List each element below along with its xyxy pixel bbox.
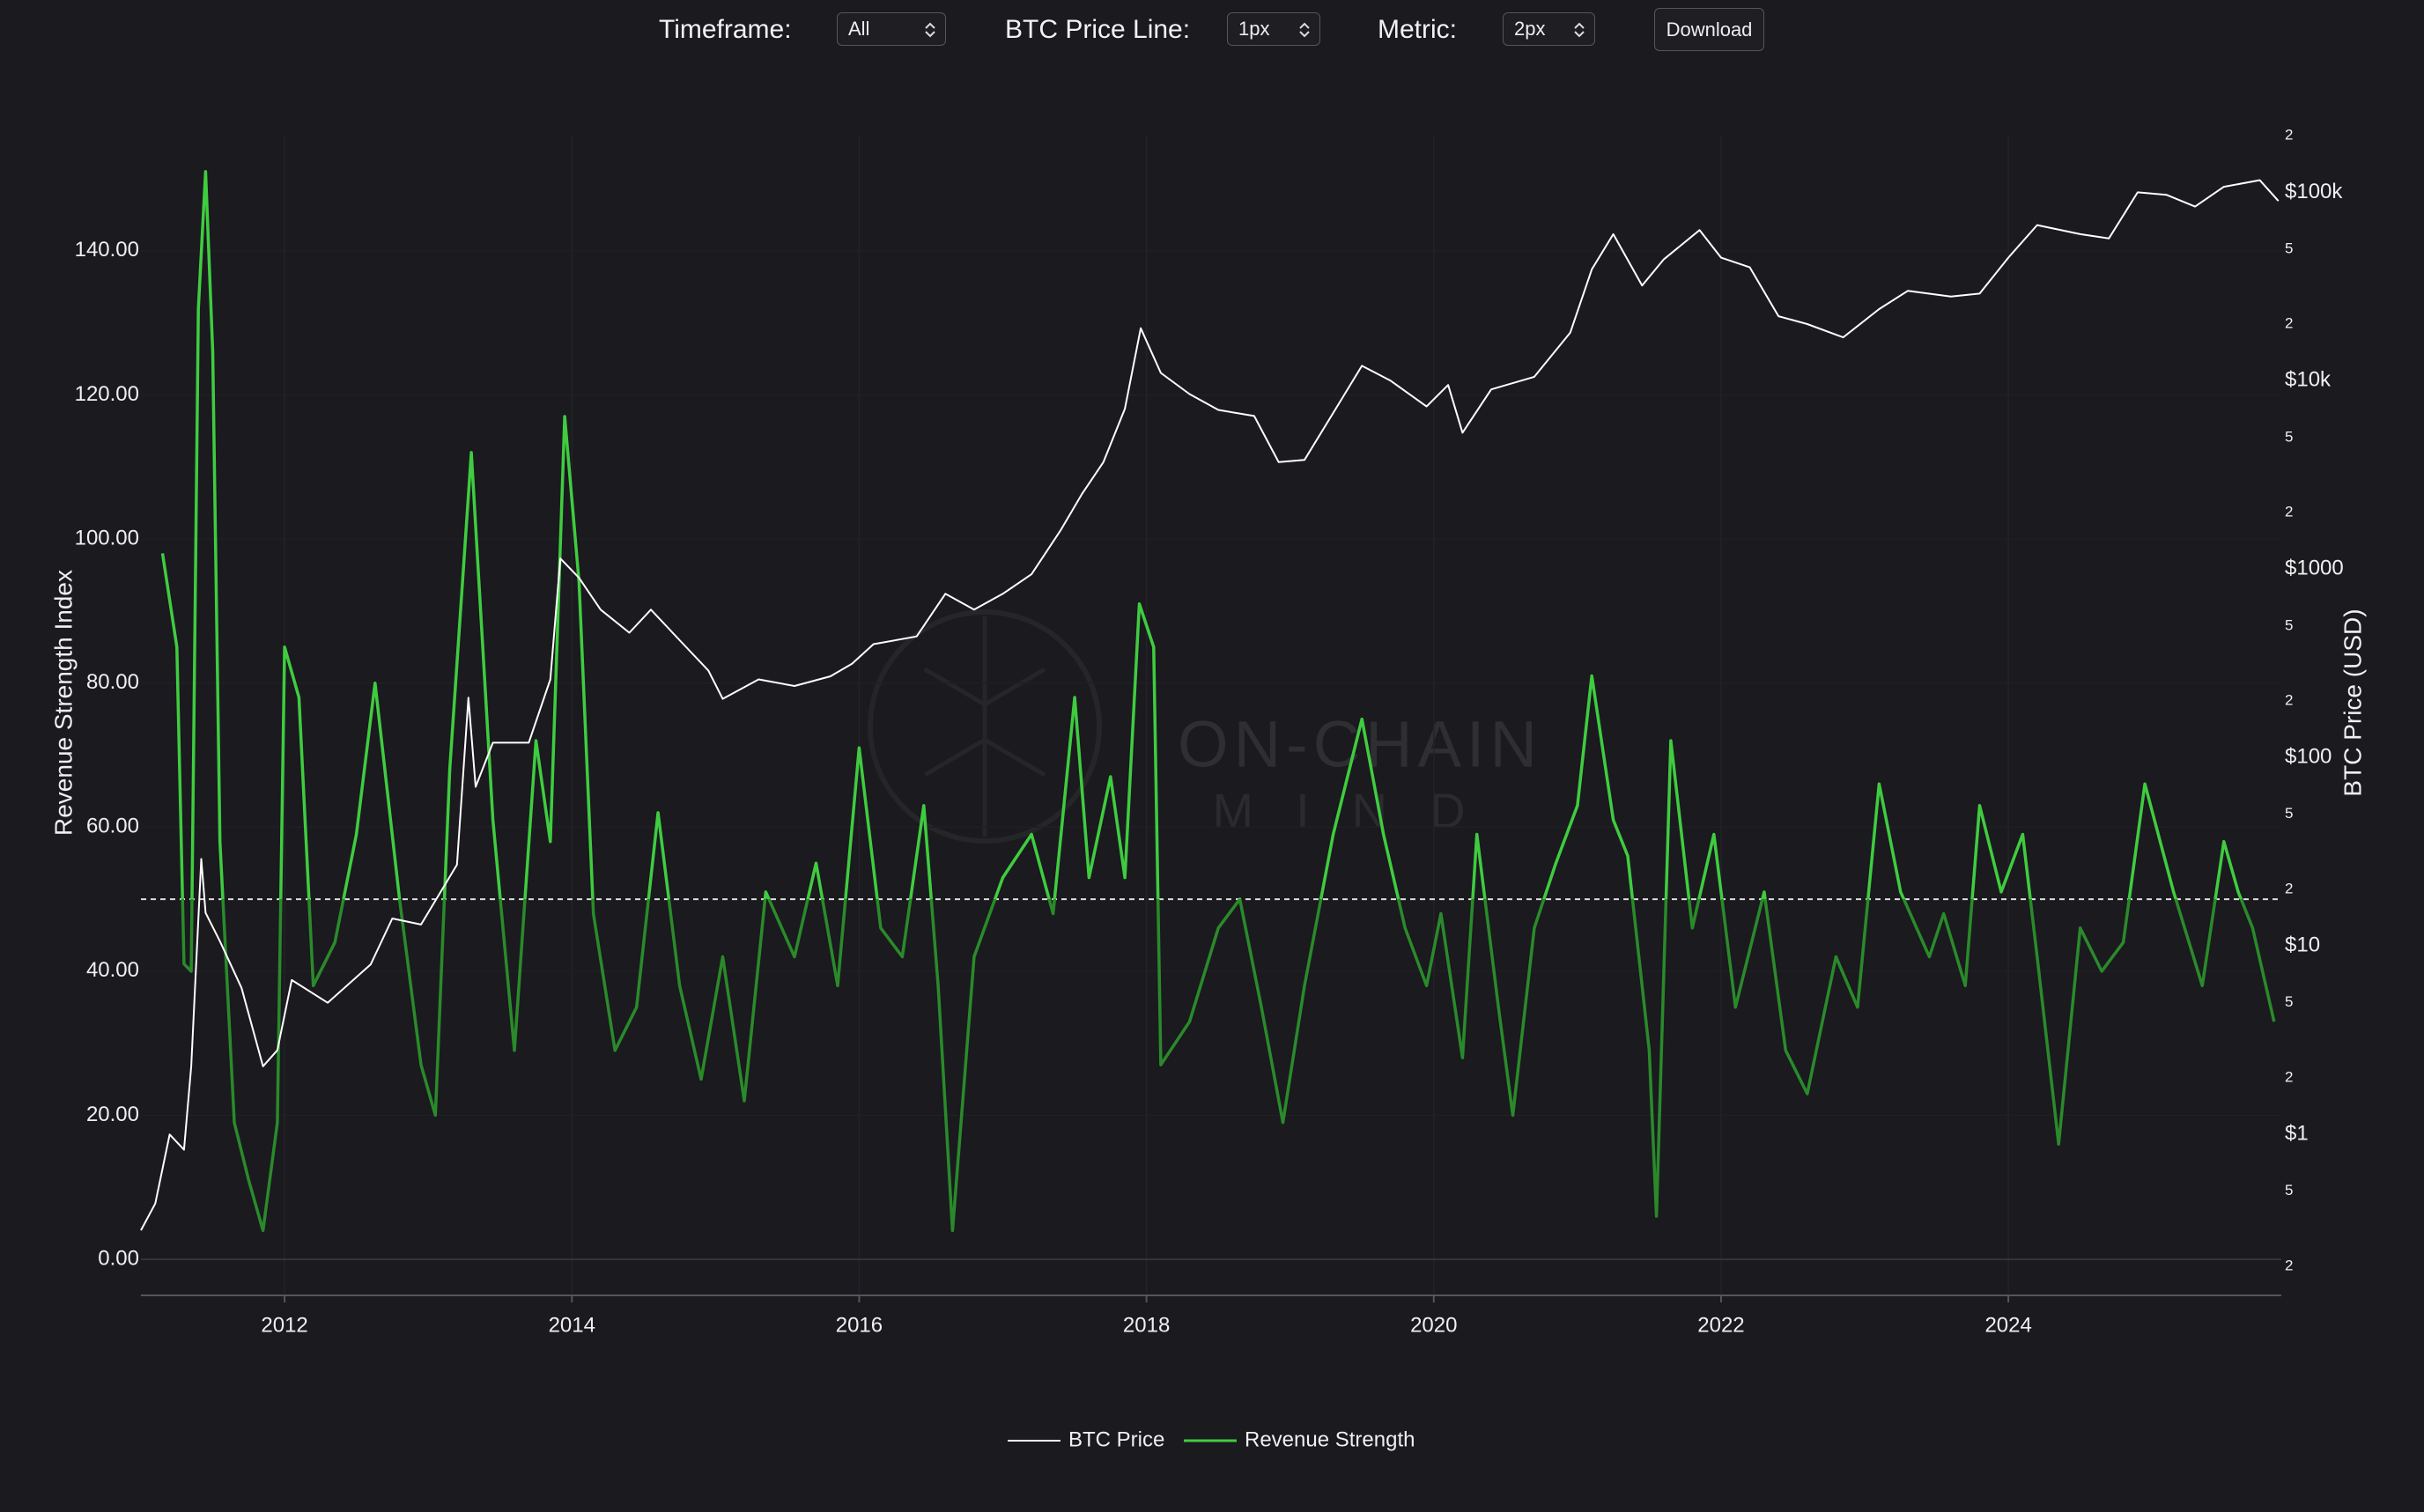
y2-tick-label: 5 (2285, 240, 2293, 256)
y-tick-label: 80.00 (86, 670, 139, 694)
x-tick-label: 2020 (1410, 1313, 1457, 1337)
y2-tick-label: 5 (2285, 616, 2293, 633)
y2-tick-label: 2 (2285, 503, 2293, 520)
watermark-logo (868, 609, 1102, 844)
select-value: 1px (1238, 18, 1270, 40)
x-tick-label: 2012 (261, 1313, 307, 1337)
y2-tick-label: 5 (2285, 428, 2293, 445)
y2-tick-label: 5 (2285, 805, 2293, 822)
watermark-text: MIND (1212, 783, 1507, 838)
y-tick-label: 20.00 (86, 1103, 139, 1126)
price-line-select[interactable]: 1px (1227, 12, 1320, 46)
y2-tick-label: $1 (2285, 1122, 2309, 1146)
legend-label: Revenue Strength (1245, 1427, 1415, 1451)
y2-tick-label: 2 (2285, 880, 2293, 896)
y2-tick-label: $10k (2285, 368, 2332, 392)
y2-tick-label: 2 (2285, 1068, 2293, 1085)
y2-tick-label: $100k (2285, 180, 2343, 203)
chevron (925, 22, 935, 38)
y2-tick-label: 2 (2285, 314, 2293, 331)
y2-tick-label: 2 (2285, 1257, 2293, 1273)
series-line (160, 170, 2276, 1233)
y-tick-label: 0.00 (98, 1246, 139, 1270)
chevron (1299, 22, 1310, 38)
watermark-text: ON-CHAIN (1178, 708, 1542, 781)
y2-tick-label: $100 (2285, 745, 2332, 769)
x-tick-label: 2022 (1697, 1313, 1744, 1337)
y-tick-label: 40.00 (86, 958, 139, 982)
timeframe-select[interactable]: All (837, 12, 946, 46)
select-value: All (848, 18, 870, 40)
y-tick-label: 120.00 (75, 382, 139, 406)
y2-axis-title: BTC Price (USD) (2339, 608, 2366, 796)
select-value: 2px (1514, 18, 1546, 40)
y2-tick-label: 5 (2285, 1182, 2293, 1199)
y2-tick-label: 5 (2285, 993, 2293, 1010)
x-tick-label: 2014 (549, 1313, 595, 1337)
chevron (1574, 22, 1585, 38)
y-tick-label: 100.00 (75, 526, 139, 549)
timeframe-label: Timeframe: (659, 15, 792, 44)
legend-label: BTC Price (1068, 1427, 1164, 1451)
y2-tick-label: $10 (2285, 933, 2320, 957)
x-tick-label: 2018 (1123, 1313, 1170, 1337)
metric-label: Metric: (1378, 15, 1457, 44)
y-tick-label: 140.00 (75, 238, 139, 262)
price-line-label: BTC Price Line: (1005, 15, 1191, 44)
y2-tick-label: $1000 (2285, 557, 2344, 580)
y-axis-title: Revenue Strength Index (49, 570, 77, 836)
x-tick-label: 2024 (1984, 1313, 2031, 1337)
metric-select[interactable]: 2px (1503, 12, 1595, 46)
x-tick-label: 2016 (836, 1313, 883, 1337)
download-button[interactable]: Download (1654, 8, 1764, 51)
y2-tick-label: 2 (2285, 126, 2293, 143)
y2-tick-label: 2 (2285, 691, 2293, 708)
series-line (140, 179, 2280, 1231)
y-tick-label: 60.00 (86, 815, 139, 838)
